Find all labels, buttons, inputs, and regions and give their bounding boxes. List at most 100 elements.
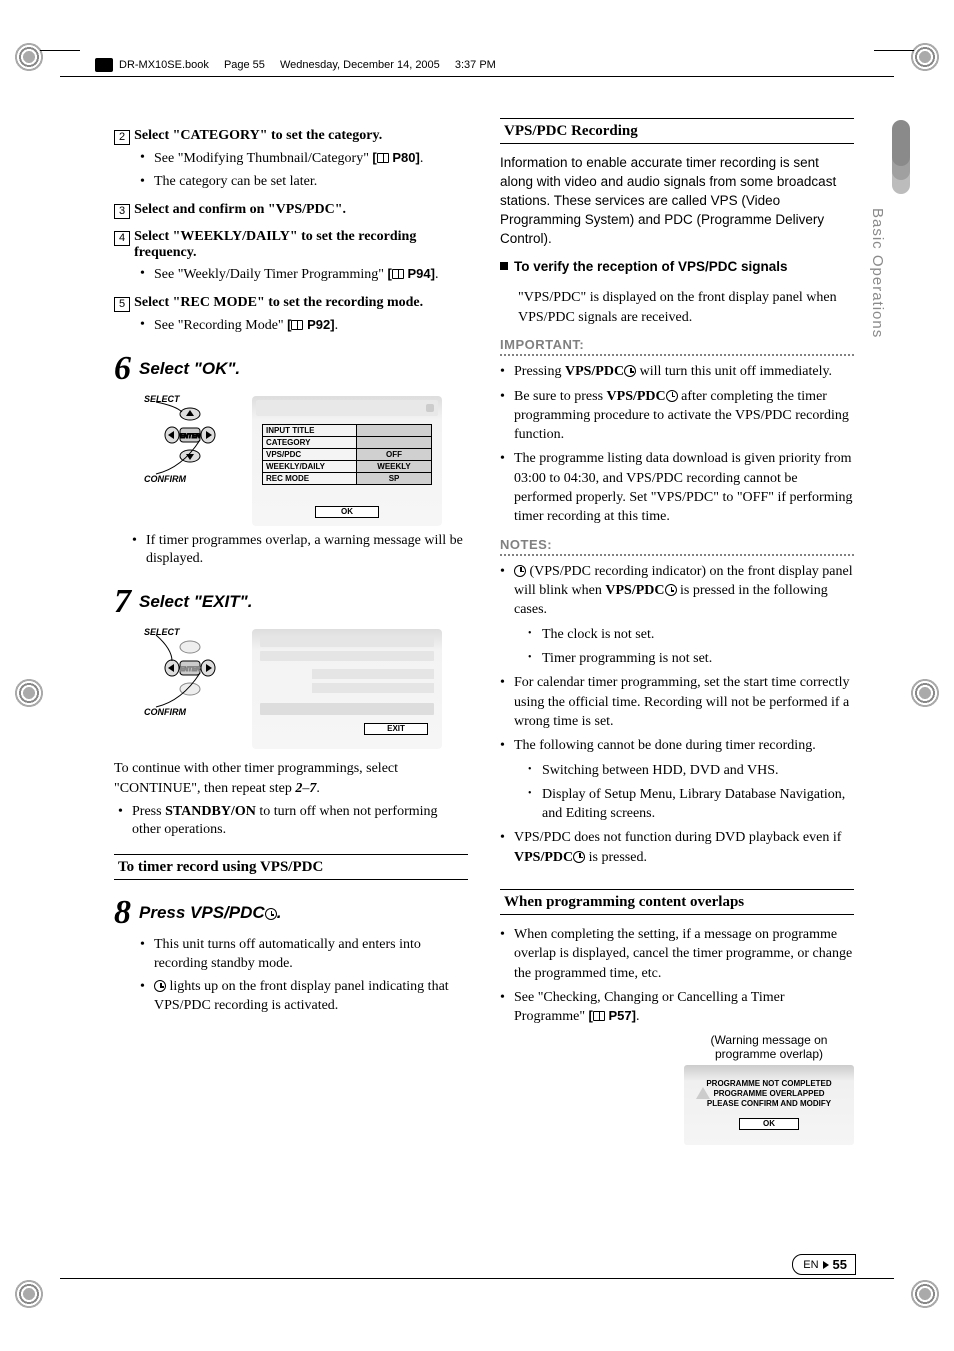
footer-lang: EN [803, 1259, 818, 1271]
registration-mark [12, 676, 46, 710]
bullet: The programme listing data download is g… [500, 449, 854, 526]
clock-icon [665, 584, 677, 596]
footer-page: 55 [833, 1257, 847, 1272]
registration-mark [12, 1277, 46, 1311]
remote-icon: ENTER [142, 396, 232, 482]
bullet: lights up on the front display panel ind… [140, 978, 468, 1016]
side-tab-label: Basic Operations [869, 208, 886, 338]
step-number: 6 [114, 350, 131, 388]
substep-3: 3 Select and confirm on "VPS/PDC". [114, 202, 468, 219]
clock-icon [624, 365, 636, 377]
tab-pill [892, 120, 910, 166]
remote-icon: ENTER [142, 629, 232, 715]
bullet: See "Modifying Thumbnail/Category" [ P80… [140, 149, 468, 169]
page-ref-icon [593, 1011, 605, 1021]
step-number: 7 [114, 583, 131, 621]
remote-select-label: SELECT [144, 394, 180, 404]
warning-caption: (Warning message on programme overlap) [684, 1033, 854, 1061]
dotted-rule [500, 554, 854, 556]
substep-5: 5 Select "REC MODE" to set the recording… [114, 295, 468, 312]
right-column: VPS/PDC Recording Information to enable … [500, 118, 854, 1145]
bullet: Pressing VPS/PDC will turn this unit off… [500, 362, 854, 381]
footer-rule [60, 1278, 894, 1279]
substep-number: 5 [114, 297, 130, 312]
registration-mark [908, 676, 942, 710]
substep-number: 4 [114, 231, 130, 246]
svg-text:ENTER: ENTER [180, 434, 201, 440]
panel-ok-button: OK [315, 506, 379, 518]
bullet: The following cannot be done during time… [500, 736, 854, 823]
intro-text: Information to enable accurate timer rec… [500, 154, 854, 248]
header-info: DR-MX10SE.book Page 55 Wednesday, Decemb… [95, 58, 496, 72]
bullet: If timer programmes overlap, a warning m… [132, 532, 468, 570]
remote-confirm-label: CONFIRM [144, 707, 186, 717]
bullet: See "Checking, Changing or Cancelling a … [500, 988, 854, 1027]
substep-4: 4 Select "WEEKLY/DAILY" to set the recor… [114, 229, 468, 261]
section-vpspdc-recording: VPS/PDC Recording [500, 118, 854, 144]
warning-triangle-icon [696, 1087, 710, 1099]
page-body: 2 Select "CATEGORY" to set the category.… [114, 118, 854, 1145]
page-ref-icon [291, 320, 303, 330]
step-8: 8 Press VPS/PDC. [114, 894, 468, 932]
step-number: 8 [114, 894, 131, 932]
page-number-box: EN 55 [792, 1254, 856, 1275]
clock-icon [573, 851, 585, 863]
screen-panel-step7: EXIT [252, 629, 442, 749]
clock-icon [666, 390, 678, 402]
sub-bullet: The clock is not set. [528, 625, 854, 644]
header-pageinfo: Page 55 [224, 59, 265, 71]
sub-bullet: Switching between HDD, DVD and VHS. [528, 761, 854, 780]
bullet: This unit turns off automatically and en… [140, 936, 468, 974]
page-ref-icon [377, 153, 389, 163]
verify-heading: To verify the reception of VPS/PDC signa… [500, 258, 854, 278]
warning-line: PLEASE CONFIRM AND MODIFY [694, 1099, 844, 1109]
warning-line: PROGRAMME OVERLAPPED [694, 1089, 844, 1099]
warning-ok-button: OK [739, 1118, 799, 1130]
crop-mark [40, 50, 80, 51]
header-rule [60, 76, 894, 77]
sub-bullet: Display of Setup Menu, Library Database … [528, 785, 854, 824]
bullet: Be sure to press VPS/PDC after completin… [500, 387, 854, 445]
notes-heading: NOTES: [500, 537, 854, 552]
registration-mark [908, 40, 942, 74]
left-column: 2 Select "CATEGORY" to set the category.… [114, 118, 468, 1145]
step-label: Select "OK". [139, 359, 240, 379]
crop-mark [874, 50, 914, 51]
verify-body: "VPS/PDC" is displayed on the front disp… [518, 288, 854, 327]
clock-icon [514, 565, 526, 577]
section-overlap: When programming content overlaps [500, 889, 854, 915]
step-label: Press VPS/PDC. [139, 903, 281, 923]
book-icon [95, 58, 113, 72]
remote-diagram: SELECT ENTER [142, 396, 232, 482]
diagram-step7: SELECT ENTER CONFIRM [142, 629, 468, 749]
section-timer-record-vpspdc: To timer record using VPS/PDC [114, 854, 468, 880]
sub-bullet: Timer programming is not set. [528, 649, 854, 668]
bullet: (VPS/PDC recording indicator) on the fro… [500, 562, 854, 669]
bullet: See "Recording Mode" [ P92]. [140, 316, 468, 336]
bullet: See "Weekly/Daily Timer Programming" [ P… [140, 265, 468, 285]
substep-number: 3 [114, 204, 130, 219]
remote-confirm-label: CONFIRM [144, 474, 186, 484]
header-date: Wednesday, December 14, 2005 [280, 59, 440, 71]
remote-select-label: SELECT [144, 627, 180, 637]
clock-icon [265, 908, 277, 920]
step-7: 7 Select "EXIT". [114, 583, 468, 621]
step-6: 6 Select "OK". [114, 350, 468, 388]
warning-panel: PROGRAMME NOT COMPLETED PROGRAMME OVERLA… [684, 1065, 854, 1145]
page-ref-icon [392, 269, 404, 279]
remote-diagram: SELECT ENTER CONFIRM [142, 629, 232, 715]
substep-2: 2 Select "CATEGORY" to set the category. [114, 128, 468, 145]
side-tab: Basic Operations [866, 120, 910, 400]
bullet: VPS/PDC does not function during DVD pla… [500, 828, 854, 867]
registration-mark [12, 40, 46, 74]
substep-text: Select "REC MODE" to set the recording m… [134, 295, 423, 310]
square-bullet-icon [500, 262, 508, 270]
step-label: Select "EXIT". [139, 592, 252, 612]
bullet: For calendar timer programming, set the … [500, 673, 854, 731]
triangle-right-icon [823, 1261, 829, 1269]
substep-number: 2 [114, 130, 130, 145]
substep-text: Select "CATEGORY" to set the category. [134, 128, 382, 143]
header-time: 3:37 PM [455, 59, 496, 71]
dotted-rule [500, 354, 854, 356]
screen-panel-step6: INPUT TITLECATEGORYVPS/PDCOFFWEEKLY/DAIL… [252, 396, 442, 526]
